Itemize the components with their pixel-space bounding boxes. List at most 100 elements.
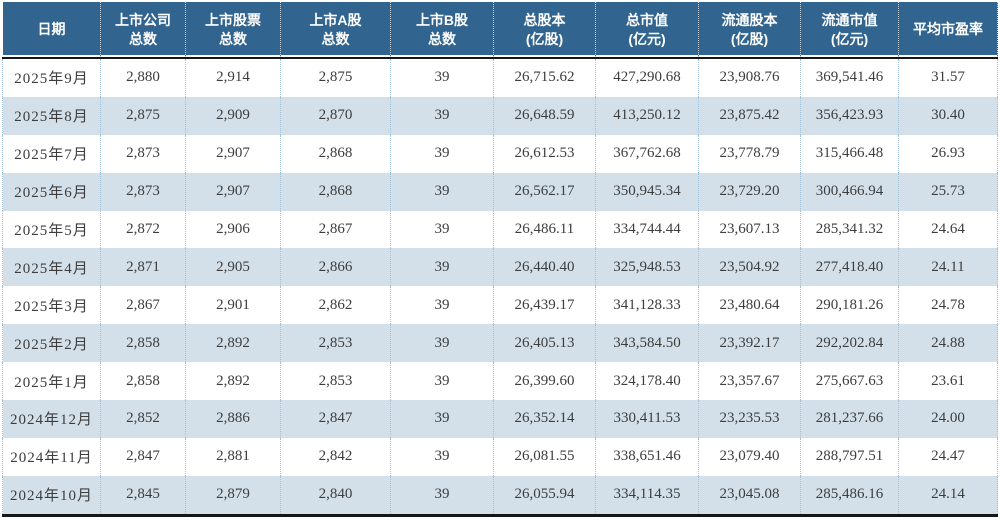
value-cell: 23,392.17	[698, 324, 801, 363]
col-header-a-shares: 上市A股 总数	[280, 2, 391, 59]
value-cell: 23,504.92	[698, 248, 801, 287]
table-row: 2024年11月 2,847 2,881 2,842 39 26,081.55 338,65…	[2, 437, 998, 476]
value-cell: 356,423.93	[800, 96, 899, 135]
value-cell: 26,612.53	[493, 134, 596, 173]
value-cell: 39	[390, 96, 494, 135]
date-cell: 2024年11月	[2, 437, 101, 476]
value-cell: 285,486.16	[800, 475, 899, 517]
value-cell: 2,873	[100, 134, 186, 173]
value-cell: 39	[390, 362, 494, 401]
value-cell: 2,866	[280, 248, 391, 287]
value-cell: 334,744.44	[595, 210, 699, 249]
value-cell: 26,440.40	[493, 248, 596, 287]
table-row: 2025年2月 2,858 2,892 2,853 39 26,405.13 343,584…	[2, 324, 998, 363]
value-cell: 334,114.35	[595, 475, 699, 517]
value-cell: 26,486.11	[493, 210, 596, 249]
value-cell: 343,584.50	[595, 324, 699, 363]
value-cell: 26,081.55	[493, 437, 596, 476]
value-cell: 2,880	[100, 58, 186, 97]
value-cell: 338,651.46	[595, 437, 699, 476]
table-header: 日期 上市公司 总数 上市股票 总数 上市A股 总数 上市B股 总数 总股本 (亿股)	[2, 2, 998, 59]
value-cell: 2,909	[185, 96, 281, 135]
value-cell: 30.40	[898, 96, 998, 135]
value-cell: 39	[390, 248, 494, 287]
value-cell: 24.88	[898, 324, 998, 363]
col-header-circulating-market-cap: 流通市值 (亿元)	[800, 2, 899, 59]
value-cell: 23,357.67	[698, 362, 801, 401]
col-header-circulating-share-capital: 流通股本 (亿股)	[698, 2, 801, 59]
value-cell: 26.93	[898, 134, 998, 173]
value-cell: 2,868	[280, 134, 391, 173]
value-cell: 23,480.64	[698, 286, 801, 325]
table-row: 2025年4月 2,871 2,905 2,866 39 26,440.40 325,948…	[2, 248, 998, 287]
header-row: 日期 上市公司 总数 上市股票 总数 上市A股 总数 上市B股 总数 总股本 (亿股)	[2, 2, 998, 59]
value-cell: 23,607.13	[698, 210, 801, 249]
value-cell: 39	[390, 210, 494, 249]
value-cell: 26,055.94	[493, 475, 596, 517]
value-cell: 2,847	[280, 400, 391, 438]
col-header-total-share-capital: 总股本 (亿股)	[493, 2, 596, 59]
date-cell: 2025年2月	[2, 324, 101, 363]
value-cell: 324,178.40	[595, 362, 699, 401]
value-cell: 25.73	[898, 172, 998, 211]
value-cell: 2,852	[100, 400, 186, 438]
date-cell: 2025年5月	[2, 210, 101, 249]
table-row: 2024年12月 2,852 2,886 2,847 39 26,352.14 330,41…	[2, 400, 998, 438]
value-cell: 341,128.33	[595, 286, 699, 325]
value-cell: 277,418.40	[800, 248, 899, 287]
value-cell: 367,762.68	[595, 134, 699, 173]
value-cell: 369,541.46	[800, 58, 899, 97]
value-cell: 23,729.20	[698, 172, 801, 211]
table-row: 2025年6月 2,873 2,907 2,868 39 26,562.17 350,945…	[2, 172, 998, 211]
value-cell: 31.57	[898, 58, 998, 97]
value-cell: 39	[390, 58, 494, 97]
value-cell: 285,341.32	[800, 210, 899, 249]
value-cell: 23,045.08	[698, 475, 801, 517]
value-cell: 275,667.63	[800, 362, 899, 401]
date-cell: 2025年9月	[2, 58, 101, 97]
col-header-total-market-cap: 总市值 (亿元)	[595, 2, 699, 59]
value-cell: 23,079.40	[698, 437, 801, 476]
value-cell: 39	[390, 400, 494, 438]
col-header-b-shares: 上市B股 总数	[390, 2, 494, 59]
value-cell: 26,439.17	[493, 286, 596, 325]
value-cell: 23,778.79	[698, 134, 801, 173]
value-cell: 2,906	[185, 210, 281, 249]
value-cell: 2,905	[185, 248, 281, 287]
value-cell: 2,858	[100, 324, 186, 363]
value-cell: 2,845	[100, 475, 186, 517]
value-cell: 300,466.94	[800, 172, 899, 211]
value-cell: 23,235.53	[698, 400, 801, 438]
date-cell: 2025年7月	[2, 134, 101, 173]
value-cell: 2,873	[100, 172, 186, 211]
table-row: 2025年9月 2,880 2,914 2,875 39 26,715.62 427,290…	[2, 58, 998, 97]
value-cell: 2,875	[100, 96, 186, 135]
value-cell: 2,858	[100, 362, 186, 401]
value-cell: 2,879	[185, 475, 281, 517]
value-cell: 24.78	[898, 286, 998, 325]
value-cell: 2,853	[280, 324, 391, 363]
date-cell: 2025年3月	[2, 286, 101, 325]
value-cell: 2,842	[280, 437, 391, 476]
table-row: 2024年10月 2,845 2,879 2,840 39 26,055.94 334,11…	[2, 475, 998, 517]
value-cell: 2,914	[185, 58, 281, 97]
date-cell: 2024年10月	[2, 475, 101, 517]
value-cell: 26,399.60	[493, 362, 596, 401]
value-cell: 2,892	[185, 362, 281, 401]
table-row: 2025年7月 2,873 2,907 2,868 39 26,612.53 367,762…	[2, 134, 998, 173]
value-cell: 2,881	[185, 437, 281, 476]
col-header-listed-companies: 上市公司 总数	[100, 2, 186, 59]
table-row: 2025年3月 2,867 2,901 2,862 39 26,439.17 341,128…	[2, 286, 998, 325]
value-cell: 2,853	[280, 362, 391, 401]
value-cell: 2,862	[280, 286, 391, 325]
value-cell: 350,945.34	[595, 172, 699, 211]
value-cell: 292,202.84	[800, 324, 899, 363]
date-cell: 2025年1月	[2, 362, 101, 401]
table-row: 2025年8月 2,875 2,909 2,870 39 26,648.59 413,250…	[2, 96, 998, 135]
value-cell: 2,907	[185, 134, 281, 173]
value-cell: 2,901	[185, 286, 281, 325]
table-body: 2025年9月 2,880 2,914 2,875 39 26,715.62 427,290…	[2, 58, 998, 517]
date-cell: 2025年4月	[2, 248, 101, 287]
